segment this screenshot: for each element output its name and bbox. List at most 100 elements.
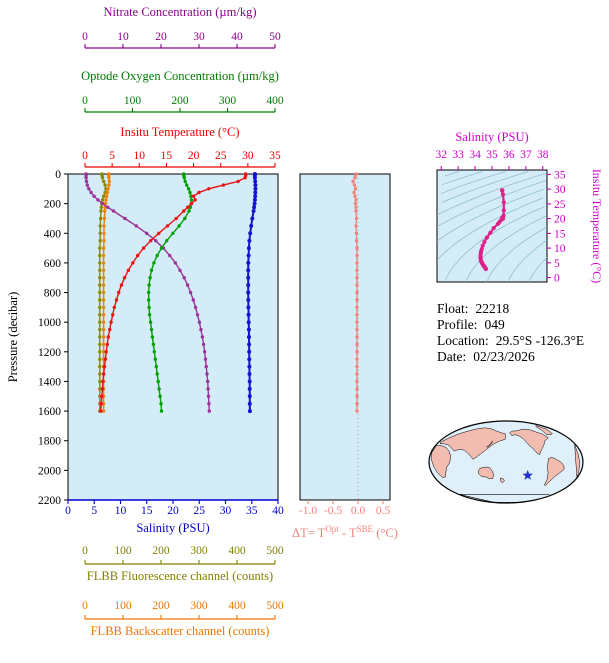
tick-label: 100 xyxy=(114,600,132,612)
delta-plot-title: ΔT= TOpt - TSBE (°C) xyxy=(292,524,398,540)
pressure-tick-label: 600 xyxy=(44,258,62,270)
tick-label: 10 xyxy=(554,243,566,255)
tick-label: 0 xyxy=(82,545,88,557)
axis-title-fluorescence: FLBB Fluorescence channel (counts) xyxy=(87,569,273,583)
ts-salinity-title: Salinity (PSU) xyxy=(455,130,528,144)
ts-plot-area xyxy=(436,169,548,283)
tick-label: 35 xyxy=(554,169,566,181)
tick-label: 0 xyxy=(82,31,88,43)
pressure-tick-label: 400 xyxy=(44,228,62,240)
pressure-tick-label: 1400 xyxy=(38,376,61,388)
tick-label: 20 xyxy=(155,31,167,43)
tick-label: 200 xyxy=(152,545,170,557)
tick-label: 400 xyxy=(266,95,284,107)
info-profile-line: Profile: 049 xyxy=(437,317,584,333)
info-date-line: Date: 02/23/2026 xyxy=(437,349,584,365)
delta-plot-area xyxy=(299,173,391,501)
axis-nitrate: 0 10 20 30 40 50 Nitrate Concentration (µm/kg) xyxy=(82,5,281,49)
series-temperature xyxy=(99,172,248,413)
tick-label: 30 xyxy=(220,505,232,517)
pressure-tick-label: 200 xyxy=(44,199,62,211)
info-profile-label: Profile: xyxy=(437,317,478,332)
tick-label: 300 xyxy=(190,545,208,557)
tick-label: 15 xyxy=(554,228,566,240)
tick-label: 30 xyxy=(554,184,566,196)
tick-label: 400 xyxy=(228,600,246,612)
axis-title-salinity: Salinity (PSU) xyxy=(136,521,209,535)
tick-label: 37 xyxy=(520,149,532,161)
tick-label: 100 xyxy=(124,95,142,107)
tick-label: 300 xyxy=(219,95,237,107)
tick-label: 38 xyxy=(537,149,549,161)
axis-title-nitrate: Nitrate Concentration (µm/kg) xyxy=(104,5,257,19)
info-date-value: 02/23/2026 xyxy=(473,349,535,364)
float-location-star xyxy=(522,469,533,480)
axis-title-temperature: Insitu Temperature (°C) xyxy=(120,125,239,139)
tick-label: 34 xyxy=(469,149,481,161)
pressure-tick-label: 1800 xyxy=(38,436,61,448)
axis-oxygen: 0 100 200 300 400 Optode Oxygen Concentration… xyxy=(81,69,284,113)
tick-label: 400 xyxy=(228,545,246,557)
tick-label: 0.5 xyxy=(376,505,391,517)
tick-label: 0 xyxy=(82,600,88,612)
density-contours xyxy=(437,171,547,282)
tick-label: 32 xyxy=(435,149,447,161)
axis-backscatter: 0 100 200 300 400 500 FLBB Backscatter channel… xyxy=(82,600,284,638)
axis-title-oxygen: Optode Oxygen Concentration (µm/kg) xyxy=(81,69,279,83)
info-location-line: Location: 29.5°S -126.3°E xyxy=(437,333,584,349)
info-profile-value: 049 xyxy=(484,317,505,332)
tick-label: 35 xyxy=(486,149,498,161)
tick-label: 10 xyxy=(117,31,129,43)
info-float-value: 22218 xyxy=(475,301,510,316)
axis-salinity: 0 5 10 15 20 25 30 35 40 Salinity (PSU) xyxy=(65,499,284,535)
pressure-tick-label: 1200 xyxy=(38,347,61,359)
tick-label: 40 xyxy=(231,31,243,43)
pressure-tick-label: 2200 xyxy=(38,495,61,507)
info-float-label: Float: xyxy=(437,301,469,316)
tick-label: 5 xyxy=(554,258,560,270)
tick-label: 100 xyxy=(114,545,132,557)
info-location-value: 29.5°S -126.3°E xyxy=(495,333,585,348)
pressure-axis-title: Pressure (decibar) xyxy=(6,292,20,383)
tick-label: 200 xyxy=(152,600,170,612)
tick-label: 200 xyxy=(171,95,189,107)
tick-label: 20 xyxy=(554,214,566,226)
tick-label: 33 xyxy=(452,149,464,161)
float-info: Float: 22218 Profile: 049 Location: 29.5°S … xyxy=(437,301,584,365)
pressure-tick-label: 800 xyxy=(44,288,62,300)
profile-plot: 0 200 400 600 800 1000 1200 1400 1600 1800 2000 220… xyxy=(6,169,279,507)
series-salinity xyxy=(246,172,258,414)
pressure-tick-label: 0 xyxy=(55,169,61,181)
tick-label: 20 xyxy=(167,505,179,517)
tick-label: 0 xyxy=(82,150,88,162)
tick-label: 15 xyxy=(141,505,153,517)
info-location-label: Location: xyxy=(437,333,489,348)
series-nitrate xyxy=(84,172,211,413)
tick-label: 5 xyxy=(91,505,97,517)
ts-temperature-title: Insitu Temperature (°C) xyxy=(590,169,604,283)
tick-label: 0.0 xyxy=(351,505,366,517)
tick-label: 50 xyxy=(269,31,281,43)
tick-label: 15 xyxy=(161,150,173,162)
tick-label: 10 xyxy=(115,505,127,517)
tick-label: 35 xyxy=(269,150,281,162)
tick-label: -1.0 xyxy=(299,505,317,517)
info-date-label: Date: xyxy=(437,349,467,364)
tick-label: 10 xyxy=(134,150,146,162)
tick-label: 0 xyxy=(554,273,560,285)
tick-label: 25 xyxy=(215,150,227,162)
tick-label: -0.5 xyxy=(324,505,342,517)
tick-label: 20 xyxy=(188,150,200,162)
ts-plot: 32 33 34 35 36 37 38 Salinity (PSU) 0 5 10 15 20 25 30… xyxy=(435,130,604,285)
tick-label: 25 xyxy=(554,199,566,211)
map-land xyxy=(431,425,581,503)
series-oxygen xyxy=(147,172,194,413)
ts-curve xyxy=(478,188,506,272)
tick-label: 35 xyxy=(246,505,258,517)
axis-fluorescence: 0 100 200 300 400 500 FLBB Fluorescence channe… xyxy=(82,545,284,583)
pressure-tick-label: 2000 xyxy=(38,465,61,477)
world-map xyxy=(428,420,584,504)
axis-title-backscatter: FLBB Backscatter channel (counts) xyxy=(91,624,270,638)
